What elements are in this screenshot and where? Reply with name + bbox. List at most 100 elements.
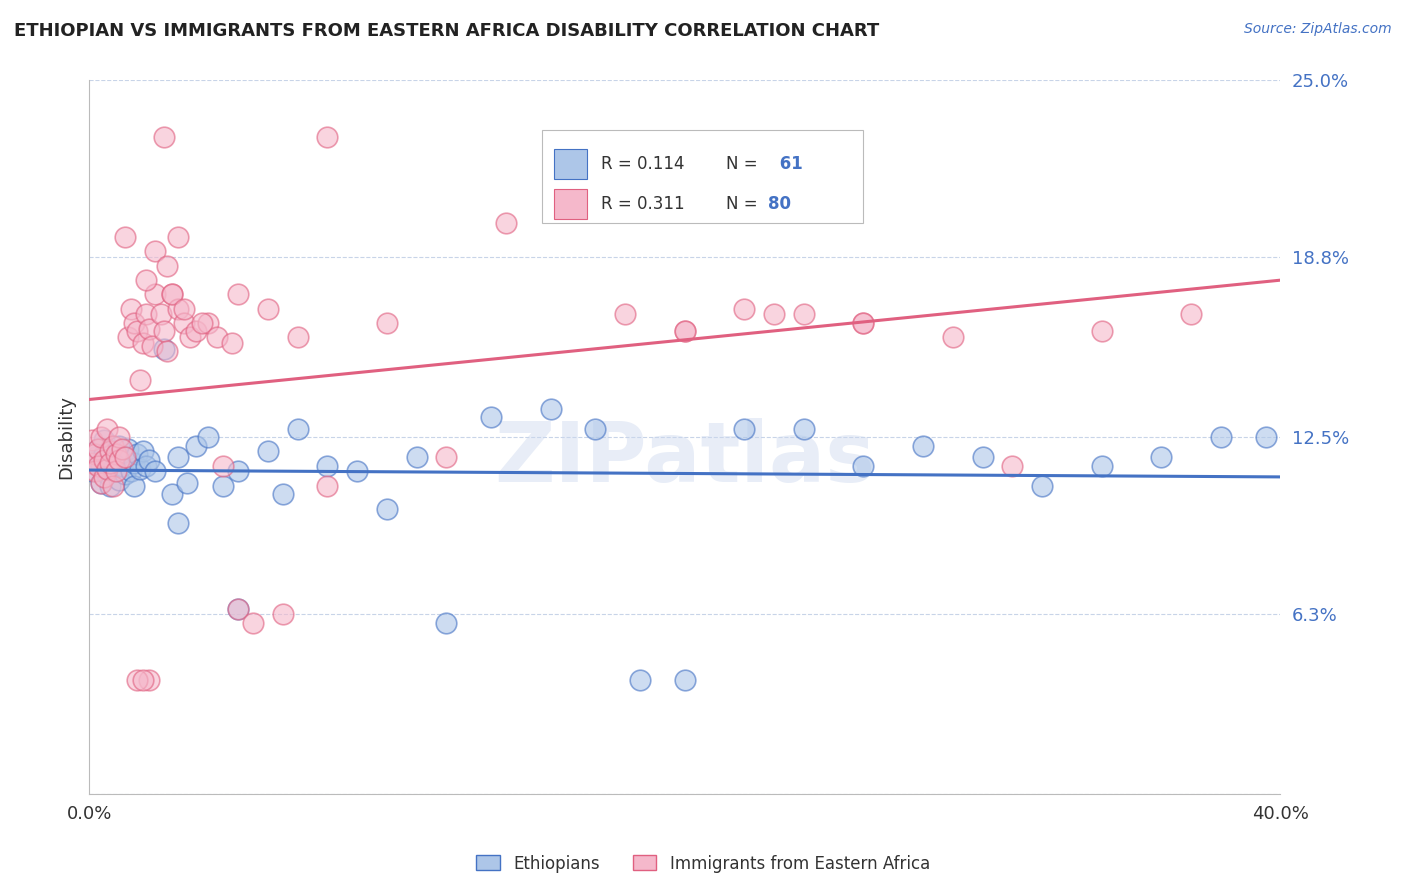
Point — [104, 465, 127, 479]
Point — [793, 307, 815, 321]
Point — [138, 321, 160, 335]
Point — [122, 479, 145, 493]
Point — [763, 307, 786, 321]
Point — [80, 456, 103, 470]
Point — [316, 458, 339, 473]
Point — [226, 601, 249, 615]
Point — [96, 461, 118, 475]
Point — [733, 301, 755, 316]
FancyBboxPatch shape — [541, 130, 863, 223]
Point — [117, 330, 139, 344]
Point — [122, 456, 145, 470]
Point — [1091, 458, 1114, 473]
Point — [179, 330, 201, 344]
Point — [104, 447, 127, 461]
Point — [191, 316, 214, 330]
Point — [540, 401, 562, 416]
Point — [152, 325, 174, 339]
Point — [135, 273, 157, 287]
Point — [583, 421, 606, 435]
Point — [152, 130, 174, 145]
Point — [138, 453, 160, 467]
Point — [84, 447, 107, 461]
Point — [852, 458, 875, 473]
Point — [1150, 450, 1173, 465]
Point — [673, 325, 696, 339]
Point — [436, 450, 458, 465]
Point — [141, 339, 163, 353]
Point — [135, 307, 157, 321]
Point — [128, 373, 150, 387]
Point — [96, 467, 118, 482]
Point — [155, 259, 177, 273]
Point — [131, 673, 153, 687]
Text: N =: N = — [727, 154, 763, 172]
Point — [316, 479, 339, 493]
Text: 61: 61 — [775, 154, 803, 172]
Point — [108, 453, 131, 467]
Point — [173, 316, 195, 330]
FancyBboxPatch shape — [554, 188, 588, 219]
Point — [287, 330, 309, 344]
Point — [90, 475, 112, 490]
Point — [96, 421, 118, 435]
Point — [114, 467, 136, 482]
Point — [1091, 325, 1114, 339]
Point — [155, 344, 177, 359]
Point — [143, 287, 166, 301]
Point — [186, 439, 208, 453]
Point — [912, 439, 935, 453]
Point — [162, 487, 184, 501]
Point — [90, 475, 112, 490]
Point — [87, 458, 110, 473]
Point — [673, 673, 696, 687]
Text: R = 0.114: R = 0.114 — [602, 154, 685, 172]
Point — [226, 601, 249, 615]
Point — [614, 307, 637, 321]
Point — [122, 316, 145, 330]
FancyBboxPatch shape — [554, 149, 588, 178]
Point — [152, 342, 174, 356]
Text: Source: ZipAtlas.com: Source: ZipAtlas.com — [1244, 22, 1392, 37]
Text: ETHIOPIAN VS IMMIGRANTS FROM EASTERN AFRICA DISABILITY CORRELATION CHART: ETHIOPIAN VS IMMIGRANTS FROM EASTERN AFR… — [14, 22, 879, 40]
Point — [84, 465, 107, 479]
Point — [90, 430, 112, 444]
Point — [346, 465, 368, 479]
Point — [167, 230, 190, 244]
Point — [135, 458, 157, 473]
Point — [87, 442, 110, 456]
Point — [120, 465, 142, 479]
Point — [733, 421, 755, 435]
Point — [98, 444, 121, 458]
Point — [101, 479, 124, 493]
Point — [852, 316, 875, 330]
Point — [316, 130, 339, 145]
Point — [104, 453, 127, 467]
Text: ZIPatlas: ZIPatlas — [495, 418, 876, 500]
Point — [101, 444, 124, 458]
Legend: Ethiopians, Immigrants from Eastern Africa: Ethiopians, Immigrants from Eastern Afri… — [470, 848, 936, 880]
Point — [212, 479, 235, 493]
Point — [125, 673, 148, 687]
Point — [93, 470, 115, 484]
Point — [197, 316, 219, 330]
Point — [80, 433, 103, 447]
Point — [143, 465, 166, 479]
Point — [125, 447, 148, 461]
Point — [108, 430, 131, 444]
Point — [212, 458, 235, 473]
Point — [125, 325, 148, 339]
Point — [93, 453, 115, 467]
Point — [205, 330, 228, 344]
Point — [84, 450, 107, 465]
Point — [495, 216, 517, 230]
Point — [226, 287, 249, 301]
Point — [114, 230, 136, 244]
Point — [108, 439, 131, 453]
Point — [554, 187, 576, 202]
Point — [375, 501, 398, 516]
Point — [162, 287, 184, 301]
Point — [176, 475, 198, 490]
Point — [1209, 430, 1232, 444]
Text: R = 0.311: R = 0.311 — [602, 194, 685, 212]
